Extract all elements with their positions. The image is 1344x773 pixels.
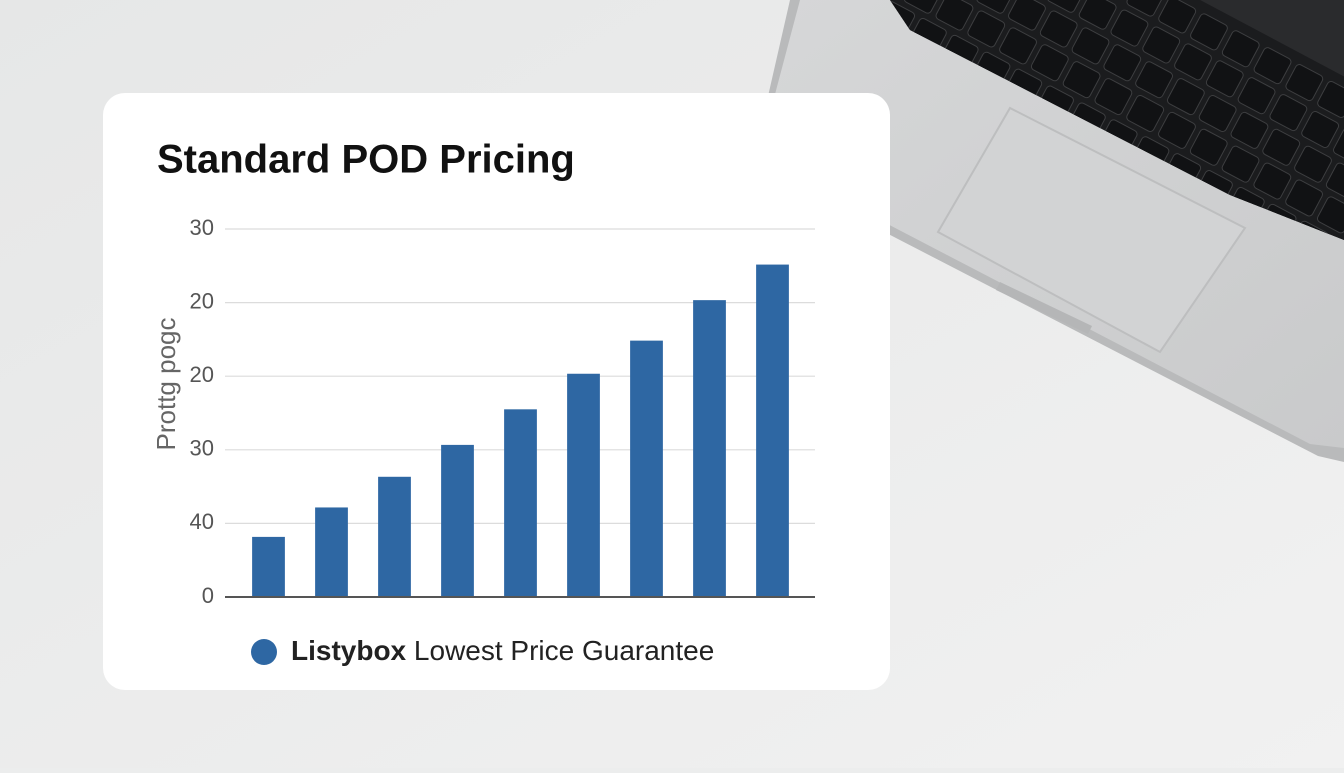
keys [890,0,1344,240]
bar [252,536,285,597]
laptop [758,0,1344,462]
chart-title: Standard POD Pricing [157,138,575,182]
y-tick-label: 30 [190,215,214,240]
legend-swatch [251,639,277,665]
y-axis-label: Prottg pogc [151,318,181,451]
laptop-notch [996,282,1092,334]
y-tick-label: 20 [190,288,214,313]
bar [378,476,411,597]
legend-text: Listybox Lowest Price Guarantee [291,635,714,666]
y-tick-label: 0 [202,583,214,608]
bar [756,264,789,597]
trackpad [936,106,1247,354]
bar [630,340,663,597]
bar [504,409,537,597]
legend-caption: Lowest Price Guarantee [414,635,714,666]
bar [567,373,600,597]
y-tick-label: 20 [190,362,214,387]
legend-name: Listybox [291,635,407,666]
bar [315,507,348,597]
y-tick-label: 30 [190,436,214,461]
y-tick-label: 40 [190,509,214,534]
bar [441,444,474,597]
bar [693,300,726,597]
